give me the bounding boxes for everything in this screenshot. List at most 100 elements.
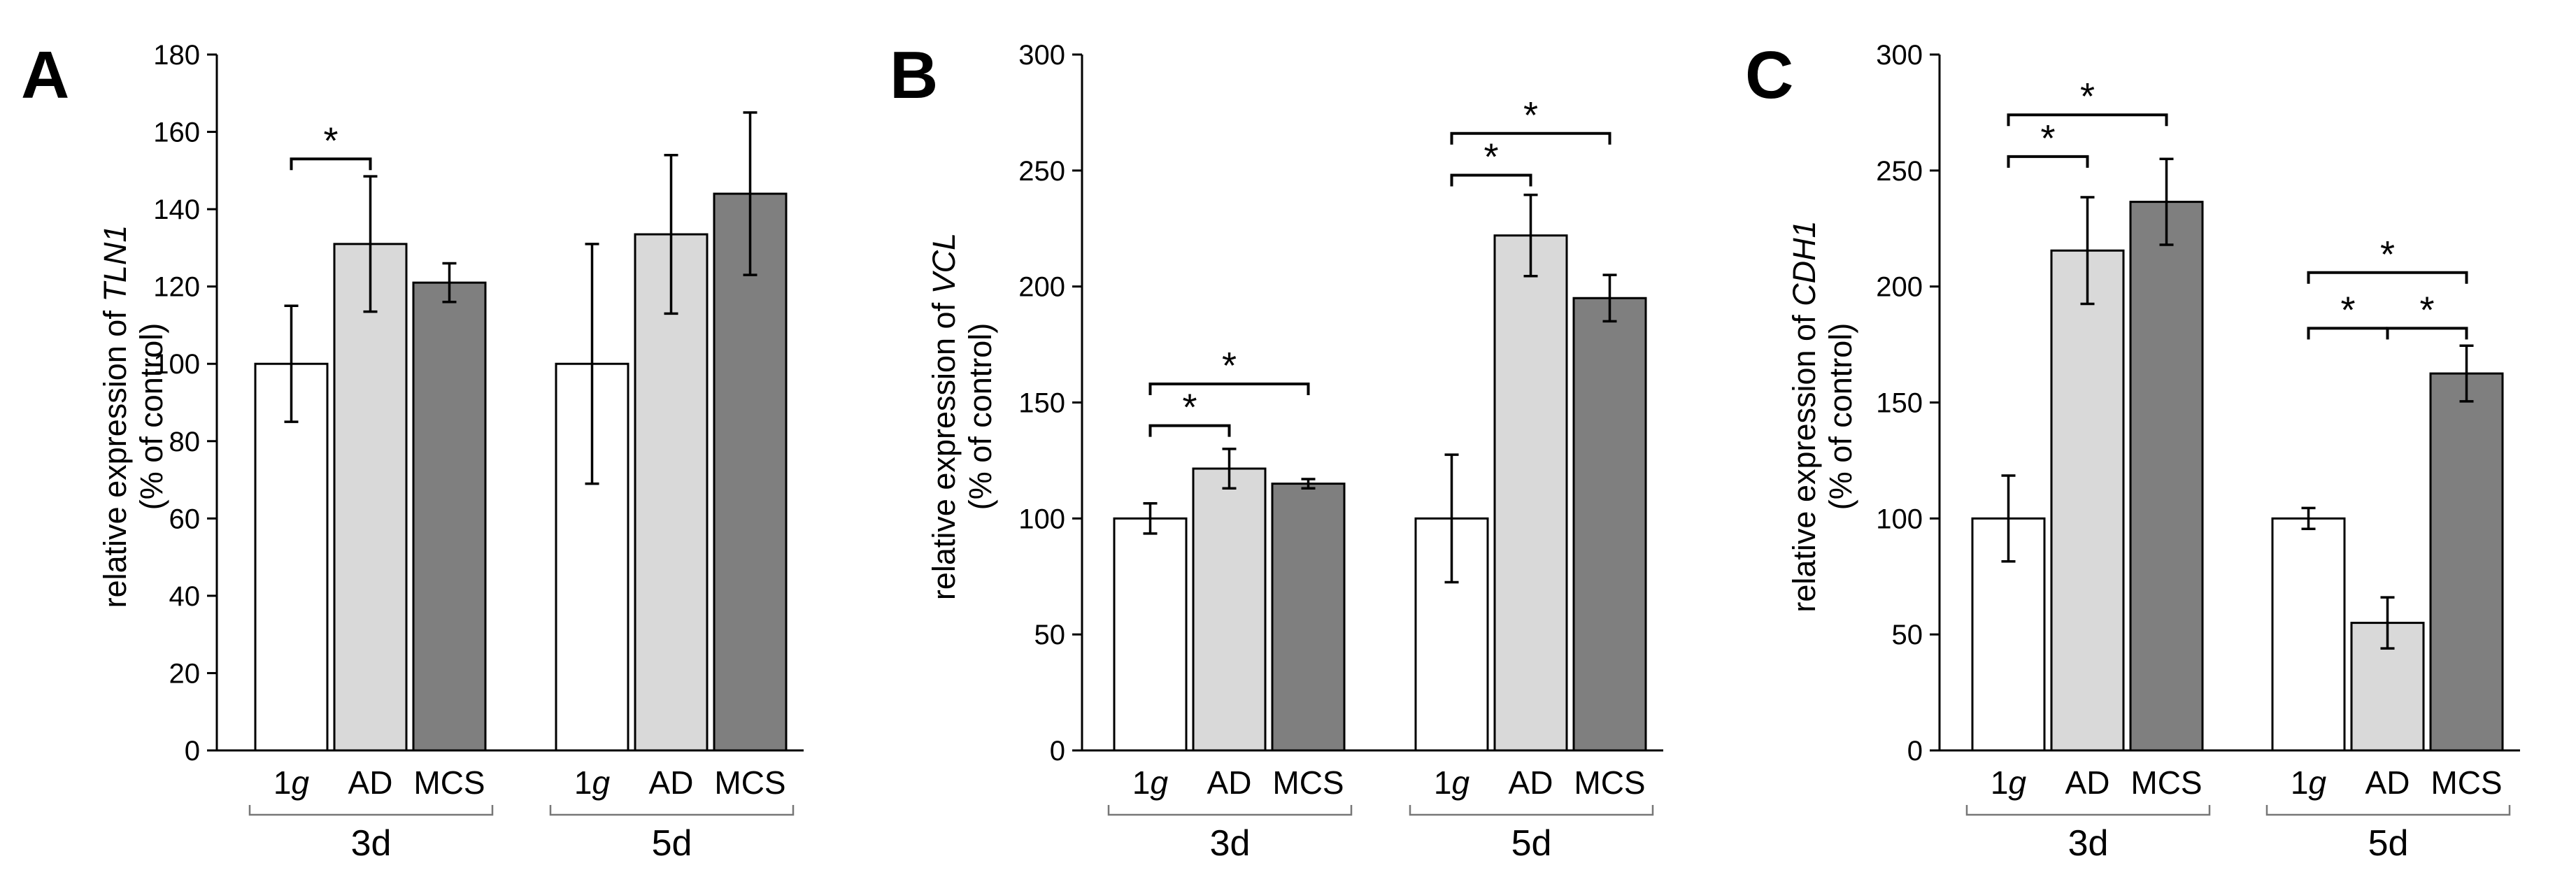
significance-star: * (1523, 94, 1538, 136)
category-label: 1g (273, 764, 310, 801)
significance-star: * (2419, 289, 2434, 331)
group-label: 3d (2068, 823, 2109, 864)
category-label: 1g (1434, 764, 1470, 801)
group-label: 5d (1511, 823, 1552, 864)
bar-5d-mcs (2429, 372, 2504, 752)
bar-5d-1g (2271, 517, 2346, 752)
category-label: MCS (413, 764, 485, 801)
y-axis-label: relative expression of VCL (926, 233, 962, 600)
y-tick-label: 0 (1050, 736, 1065, 767)
category-label: AD (649, 764, 694, 801)
error-bar (442, 262, 457, 304)
group-bracket (248, 805, 494, 816)
category-label: 1g (574, 764, 611, 801)
group-label: 3d (1210, 823, 1251, 864)
category-label: AD (2365, 764, 2410, 801)
bar-3d-1g (254, 362, 329, 752)
y-tick-label: 150 (1876, 388, 1923, 419)
error-bar (743, 111, 757, 276)
significance-bracket: * (1148, 387, 1231, 437)
panel-letter: C (1745, 38, 1793, 113)
y-axis-label-unit: (% of control) (134, 323, 169, 511)
significance-star: * (1182, 387, 1197, 429)
significance-bracket: * (1450, 136, 1532, 187)
error-bar (284, 304, 299, 423)
bar-3d-ad (333, 243, 408, 752)
y-tick-label: 80 (169, 427, 201, 457)
error-bar (1444, 453, 1459, 584)
bar-3d-ad (1192, 467, 1267, 752)
significance-bracket: * (290, 120, 372, 171)
y-tick-label: 300 (1876, 40, 1923, 71)
error-bar (2001, 474, 2016, 563)
y-tick-label: 40 (169, 581, 201, 612)
significance-star: * (2340, 289, 2355, 331)
y-tick-label: 100 (1018, 504, 1065, 534)
category-label: MCS (2130, 764, 2202, 801)
error-bar (2080, 196, 2095, 306)
category-label: MCS (1574, 764, 1645, 801)
significance-bracket: * (2307, 289, 2388, 340)
category-label: 1g (2291, 764, 2327, 801)
error-bar (1143, 502, 1158, 535)
error-bar (2380, 596, 2395, 650)
y-tick-label: 250 (1018, 156, 1065, 187)
bar-5d-ad (1493, 234, 1568, 752)
y-tick-label: 20 (169, 658, 201, 689)
significance-star: * (2080, 76, 2095, 117)
y-tick-label: 0 (185, 736, 200, 767)
significance-bracket: * (2007, 76, 2168, 127)
y-tick-label: 100 (153, 349, 200, 380)
error-bar (1523, 193, 1538, 278)
error-bar (1222, 448, 1237, 490)
y-tick-label: 150 (1018, 388, 1065, 419)
y-tick-label: 250 (1876, 156, 1923, 187)
y-axis-label: relative expression of TLN1 (97, 225, 133, 608)
significance-star: * (323, 120, 338, 162)
significance-bracket: * (1450, 94, 1611, 145)
panel-a: A 0 20 40 60 80 100 120 140 160 180 relative expres… (21, 38, 804, 864)
error-bar (585, 243, 599, 485)
category-label: MCS (2431, 764, 2502, 801)
group-bracket (1965, 805, 2211, 816)
error-bar (2159, 157, 2174, 246)
bar-5d-mcs (713, 192, 788, 752)
bar-5d-mcs (1572, 297, 1647, 752)
group-bracket (1409, 805, 1654, 816)
y-axis-label-unit: (% of control) (962, 323, 998, 511)
bar-3d-ad (2050, 249, 2125, 752)
significance-bracket: * (1148, 345, 1310, 395)
error-bar (664, 153, 678, 315)
group-bracket (549, 805, 795, 816)
category-label: AD (1509, 764, 1553, 801)
category-label: AD (2065, 764, 2110, 801)
group-bracket (2265, 805, 2511, 816)
error-bar (2301, 506, 2316, 531)
error-bar (1301, 478, 1316, 490)
significance-bracket: * (2307, 234, 2468, 284)
bar-3d-mcs (412, 281, 487, 752)
group-bracket (1107, 805, 1353, 816)
y-tick-label: 180 (153, 40, 200, 71)
significance-star: * (1222, 345, 1237, 387)
error-bar (2459, 344, 2474, 403)
significance-bracket: * (2007, 117, 2089, 168)
bar-3d-1g (1113, 517, 1188, 752)
bar-3d-mcs (1271, 483, 1346, 752)
y-tick-label: 50 (1034, 620, 1066, 650)
y-tick-label: 200 (1018, 272, 1065, 303)
panel-letter: A (21, 38, 69, 113)
panel-letter: B (890, 38, 938, 113)
y-tick-label: 100 (1876, 504, 1923, 534)
y-tick-label: 200 (1876, 272, 1923, 303)
significance-bracket: * (2386, 289, 2468, 340)
bar-5d-ad (634, 233, 709, 752)
category-label: AD (348, 764, 393, 801)
y-axis-label-unit: (% of control) (1823, 323, 1858, 511)
significance-star: * (1483, 136, 1498, 178)
category-label: MCS (1272, 764, 1344, 801)
y-tick-label: 160 (153, 117, 200, 148)
error-bar (363, 175, 378, 313)
error-bar (1602, 273, 1617, 323)
